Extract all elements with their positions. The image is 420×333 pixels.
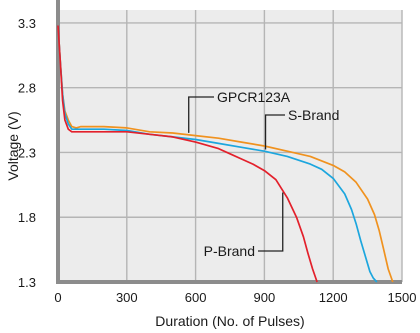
callout-leader-line — [264, 114, 285, 150]
series-line-s-brand — [57, 25, 378, 283]
y-tick-label: 1.8 — [18, 210, 36, 225]
y-axis-title: Voltage (V) — [5, 111, 21, 180]
y-tick-label: 2.3 — [18, 145, 36, 160]
callout-label: GPCR123A — [217, 89, 291, 105]
y-tick-label: 1.3 — [18, 275, 36, 290]
plot-area-group: GPCR123A S-Brand P-Brand — [56, 0, 403, 284]
callout-label: P-Brand — [204, 243, 255, 259]
series-callouts: GPCR123A S-Brand P-Brand — [188, 89, 339, 259]
series-line-p-brand — [57, 25, 318, 283]
y-tick-label: 3.3 — [18, 16, 36, 31]
callout-label: S-Brand — [288, 107, 339, 123]
series-lines — [57, 25, 394, 283]
x-tick-label: 600 — [185, 290, 207, 305]
x-tick-labels: 0 300 600 900 1200 1500 — [54, 290, 416, 305]
callout-leader-line — [258, 192, 284, 252]
x-axis-title: Duration (No. of Pulses) — [155, 313, 304, 329]
series-line-gpcr123a — [57, 25, 394, 283]
x-tick-label: 1500 — [388, 290, 417, 305]
x-tick-label: 0 — [54, 290, 61, 305]
callout-leader-line — [188, 96, 214, 133]
axis-frame — [56, 0, 402, 284]
x-tick-label: 300 — [116, 290, 138, 305]
x-tick-label: 900 — [254, 290, 276, 305]
y-tick-labels: 1.3 1.8 2.3 2.8 3.3 — [18, 16, 36, 290]
y-tick-label: 2.8 — [18, 81, 36, 96]
x-tick-label: 1200 — [319, 290, 348, 305]
